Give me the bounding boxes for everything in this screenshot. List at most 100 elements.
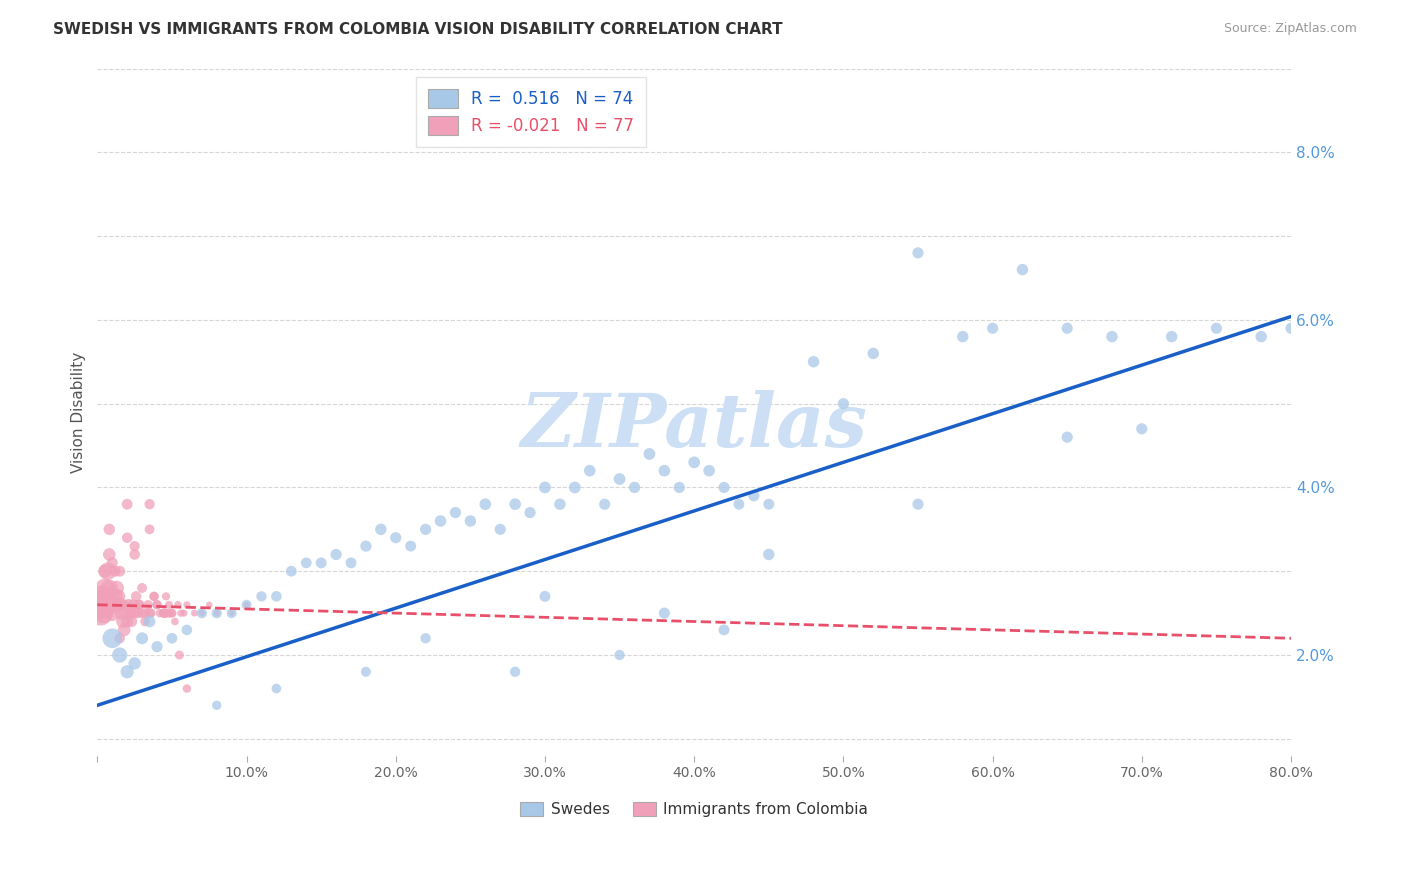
- Point: [124, 539, 146, 553]
- Point: [104, 564, 127, 578]
- Point: [153, 606, 176, 620]
- Point: [108, 632, 131, 646]
- Text: Source: ZipAtlas.com: Source: ZipAtlas.com: [1223, 22, 1357, 36]
- Point: [131, 581, 153, 595]
- Point: [131, 606, 153, 620]
- Point: [122, 598, 145, 612]
- Point: [803, 355, 825, 369]
- Point: [104, 590, 127, 604]
- Point: [98, 522, 121, 536]
- Point: [713, 480, 735, 494]
- Point: [429, 514, 451, 528]
- Point: [160, 606, 183, 620]
- Point: [654, 606, 676, 620]
- Point: [160, 632, 183, 646]
- Point: [683, 455, 706, 469]
- Point: [124, 657, 146, 671]
- Point: [139, 606, 162, 620]
- Point: [384, 531, 406, 545]
- Point: [862, 346, 884, 360]
- Point: [134, 615, 156, 629]
- Point: [103, 598, 125, 612]
- Point: [609, 472, 631, 486]
- Point: [146, 640, 169, 654]
- Point: [108, 598, 131, 612]
- Point: [758, 548, 780, 562]
- Point: [295, 556, 318, 570]
- Point: [170, 606, 193, 620]
- Point: [90, 590, 112, 604]
- Point: [519, 506, 541, 520]
- Point: [157, 606, 180, 620]
- Point: [1130, 422, 1153, 436]
- Point: [1160, 329, 1182, 343]
- Point: [309, 556, 332, 570]
- Point: [578, 464, 600, 478]
- Point: [101, 556, 124, 570]
- Point: [1011, 262, 1033, 277]
- Point: [96, 590, 118, 604]
- Point: [205, 698, 228, 713]
- Point: [415, 522, 437, 536]
- Point: [101, 606, 124, 620]
- Point: [115, 531, 138, 545]
- Point: [266, 590, 288, 604]
- Point: [87, 598, 110, 612]
- Point: [340, 556, 363, 570]
- Point: [143, 590, 166, 604]
- Point: [101, 632, 124, 646]
- Point: [399, 539, 422, 553]
- Point: [354, 665, 377, 679]
- Point: [668, 480, 690, 494]
- Point: [198, 598, 221, 612]
- Point: [907, 245, 929, 260]
- Point: [221, 606, 243, 620]
- Point: [176, 681, 198, 696]
- Point: [1205, 321, 1227, 335]
- Point: [146, 598, 169, 612]
- Point: [460, 514, 482, 528]
- Point: [183, 606, 205, 620]
- Point: [489, 522, 512, 536]
- Point: [325, 548, 347, 562]
- Point: [125, 590, 148, 604]
- Point: [121, 615, 143, 629]
- Point: [128, 598, 150, 612]
- Point: [503, 497, 526, 511]
- Point: [157, 598, 180, 612]
- Point: [1056, 430, 1078, 444]
- Point: [108, 564, 131, 578]
- Point: [176, 623, 198, 637]
- Point: [593, 497, 616, 511]
- Point: [728, 497, 751, 511]
- Point: [115, 615, 138, 629]
- Point: [176, 598, 198, 612]
- Point: [112, 623, 135, 637]
- Point: [1279, 321, 1302, 335]
- Point: [266, 681, 288, 696]
- Point: [444, 506, 467, 520]
- Point: [108, 648, 131, 662]
- Point: [1056, 321, 1078, 335]
- Point: [1250, 329, 1272, 343]
- Point: [127, 606, 149, 620]
- Point: [370, 522, 392, 536]
- Point: [120, 606, 142, 620]
- Point: [354, 539, 377, 553]
- Point: [221, 606, 243, 620]
- Point: [173, 606, 195, 620]
- Y-axis label: Vision Disability: Vision Disability: [72, 351, 86, 473]
- Point: [107, 590, 129, 604]
- Point: [97, 564, 120, 578]
- Point: [143, 590, 166, 604]
- Point: [205, 606, 228, 620]
- Point: [94, 581, 117, 595]
- Point: [138, 615, 160, 629]
- Point: [128, 598, 150, 612]
- Point: [250, 590, 273, 604]
- Point: [280, 564, 302, 578]
- Point: [205, 606, 228, 620]
- Point: [94, 564, 117, 578]
- Point: [638, 447, 661, 461]
- Point: [654, 464, 676, 478]
